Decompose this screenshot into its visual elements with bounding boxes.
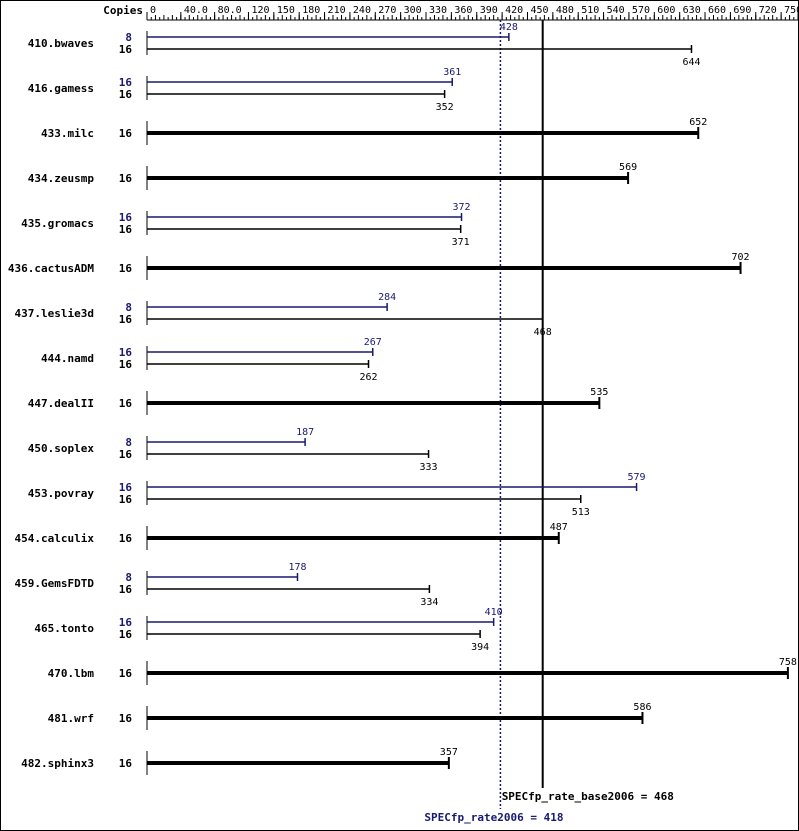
x-tick-label: 420 [505, 5, 523, 16]
x-tick-label: 270 [378, 5, 396, 16]
x-tick-label: 510 [581, 5, 599, 16]
benchmark-name: 453.povray [28, 487, 95, 500]
peak-value-label: 428 [500, 22, 518, 33]
base-copies: 16 [119, 397, 133, 410]
x-tick-label: 180 [302, 5, 320, 16]
x-tick-label: 330 [429, 5, 447, 16]
peak-copies: 16 [119, 616, 133, 629]
base-copies: 16 [119, 757, 133, 770]
x-tick-label: 540 [607, 5, 625, 16]
benchmark-name: 437.leslie3d [15, 307, 94, 320]
x-tick-label: 660 [708, 5, 726, 16]
base-value-label: 357 [440, 747, 458, 758]
peak-copies: 16 [119, 211, 133, 224]
x-tick-label: 480 [556, 5, 574, 16]
x-tick-label: 750 [784, 5, 798, 16]
x-tick-label: 120 [251, 5, 269, 16]
base-value-label: 513 [572, 507, 590, 518]
base-copies: 16 [119, 262, 133, 275]
benchmark-name: 436.cactusADM [8, 262, 94, 275]
benchmark-name: 454.calculix [15, 532, 95, 545]
benchmark-name: 482.sphinx3 [21, 757, 94, 770]
x-tick-label: 630 [683, 5, 701, 16]
base-value-label: 352 [436, 102, 454, 113]
benchmark-name: 450.soplex [28, 442, 95, 455]
base-value-label: 262 [359, 372, 377, 383]
benchmark-name: 465.tonto [34, 622, 94, 635]
base-value-label: 702 [732, 252, 750, 263]
base-copies: 16 [119, 532, 133, 545]
base-copies: 16 [119, 667, 133, 680]
peak-value-label: 372 [452, 202, 470, 213]
x-tick-label: 720 [759, 5, 777, 16]
x-tick-label: 300 [404, 5, 422, 16]
base-copies: 16 [119, 88, 133, 101]
base-value-label: 371 [452, 237, 470, 248]
peak-copies: 8 [125, 436, 132, 449]
peak-copies: 8 [125, 31, 132, 44]
benchmark-name: 410.bwaves [28, 37, 94, 50]
peak-value-label: 267 [364, 337, 382, 348]
benchmark-name: 470.lbm [48, 667, 95, 680]
peak-value-label: 579 [628, 472, 646, 483]
base-reference-label: SPECfp_rate_base2006 = 468 [502, 790, 674, 803]
x-tick-label: 450 [530, 5, 548, 16]
base-value-label: 652 [689, 117, 707, 128]
base-copies: 16 [119, 313, 133, 326]
base-value-label: 535 [590, 387, 608, 398]
base-copies: 16 [119, 358, 133, 371]
base-value-label: 487 [550, 522, 568, 533]
peak-value-label: 187 [296, 427, 314, 438]
base-copies: 16 [119, 628, 133, 641]
x-tick-label: 0 [150, 5, 156, 16]
peak-copies: 16 [119, 346, 133, 359]
x-tick-label: 600 [657, 5, 675, 16]
base-value-label: 334 [420, 597, 438, 608]
x-tick-label: 690 [733, 5, 751, 16]
benchmark-name: 459.GemsFDTD [15, 577, 95, 590]
x-tick-label: 360 [454, 5, 472, 16]
benchmark-name: 447.dealII [28, 397, 94, 410]
base-copies: 16 [119, 223, 133, 236]
base-copies: 16 [119, 172, 133, 185]
base-copies: 16 [119, 712, 133, 725]
base-value-label: 644 [682, 57, 700, 68]
base-value-label: 333 [420, 462, 438, 473]
copies-header: Copies [103, 4, 143, 17]
base-value-label: 586 [633, 702, 651, 713]
peak-copies: 16 [119, 481, 133, 494]
base-value-label: 569 [619, 162, 637, 173]
peak-value-label: 178 [288, 562, 306, 573]
peak-value-label: 284 [378, 292, 396, 303]
base-copies: 16 [119, 448, 133, 461]
benchmark-name: 434.zeusmp [28, 172, 95, 185]
peak-copies: 8 [125, 301, 132, 314]
peak-value-label: 410 [485, 607, 503, 618]
x-tick-label: 210 [328, 5, 346, 16]
base-copies: 16 [119, 43, 133, 56]
x-tick-label: 80.0 [218, 5, 242, 16]
base-value-label: 758 [779, 657, 797, 668]
peak-value-label: 361 [443, 67, 461, 78]
x-tick-label: 240 [353, 5, 371, 16]
x-tick-label: 390 [480, 5, 498, 16]
x-tick-label: 570 [632, 5, 650, 16]
x-tick-label: 150 [277, 5, 295, 16]
benchmark-name: 481.wrf [48, 712, 94, 725]
benchmark-name: 444.namd [41, 352, 94, 365]
peak-copies: 8 [125, 571, 132, 584]
x-tick-label: 40.0 [184, 5, 208, 16]
base-value-label: 394 [471, 642, 489, 653]
base-copies: 16 [119, 583, 133, 596]
peak-copies: 16 [119, 76, 133, 89]
benchmark-name: 435.gromacs [21, 217, 94, 230]
peak-reference-label: SPECfp_rate2006 = 418 [424, 811, 563, 824]
base-value-label: 468 [534, 327, 552, 338]
base-copies: 16 [119, 493, 133, 506]
benchmark-name: 433.milc [41, 127, 94, 140]
benchmark-name: 416.gamess [28, 82, 94, 95]
base-copies: 16 [119, 127, 133, 140]
